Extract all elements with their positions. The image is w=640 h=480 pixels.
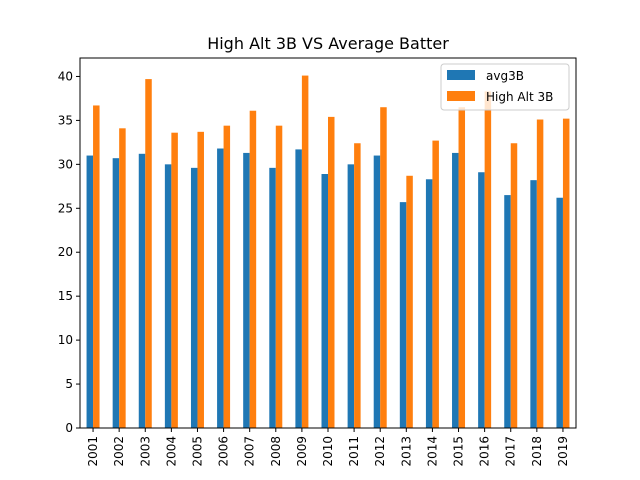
- bar-avg3b-2016: [478, 172, 485, 428]
- bar-avg3b-2007: [243, 152, 250, 429]
- x-tick-label: 2019: [556, 436, 570, 467]
- y-tick-label: 25: [58, 201, 73, 215]
- x-tick-label: 2018: [530, 436, 544, 467]
- bar-avg3b-2001: [86, 155, 94, 429]
- legend-swatch-high-alt-3b: [447, 91, 475, 101]
- x-tick-label: 2007: [243, 436, 257, 467]
- x-tick-label: 2008: [269, 436, 283, 467]
- bar-high-alt-3b-2013: [406, 175, 413, 428]
- bar-high-alt-3b-2006: [223, 125, 231, 429]
- bar-avg3b-2009: [295, 149, 302, 428]
- bar-high-alt-3b-2017: [510, 143, 518, 428]
- x-tick-label: 2017: [504, 436, 518, 467]
- bar-high-alt-3b-2002: [119, 128, 126, 428]
- bar-avg3b-2010: [321, 174, 328, 428]
- bar-high-alt-3b-2005: [197, 131, 204, 428]
- bar-high-alt-3b-2015: [458, 107, 466, 428]
- bar-high-alt-3b-2008: [275, 125, 283, 429]
- x-tick-label: 2013: [399, 436, 413, 467]
- bar-avg3b-2014: [425, 179, 433, 428]
- bar-high-alt-3b-2019: [562, 118, 570, 428]
- bar-avg3b-2019: [556, 197, 563, 428]
- x-tick-label: 2004: [164, 436, 178, 467]
- y-tick-label: 30: [58, 157, 73, 171]
- x-tick-label: 2014: [425, 436, 439, 467]
- bar-avg3b-2011: [347, 164, 355, 428]
- bar-high-alt-3b-2014: [432, 140, 439, 429]
- y-tick-label: 0: [65, 421, 73, 435]
- bar-avg3b-2015: [452, 152, 459, 429]
- y-tick-label: 5: [65, 377, 73, 391]
- x-tick-label: 2016: [478, 436, 492, 467]
- x-axis: 2001 2002 2003 2004 2005 2006 2007 2008 2009 2010…: [86, 428, 570, 467]
- y-tick-label: 40: [58, 69, 73, 83]
- bar-avg3b-2002: [112, 158, 120, 428]
- bar-avg3b-2017: [504, 195, 511, 428]
- legend-label-high-alt-3b: High Alt 3B: [486, 90, 553, 104]
- x-tick-label: 2005: [190, 436, 204, 467]
- y-tick-label: 15: [58, 289, 73, 303]
- y-tick-label: 20: [58, 245, 73, 259]
- bar-high-alt-3b-2001: [93, 105, 100, 429]
- bar-high-alt-3b-2004: [171, 132, 178, 428]
- legend-swatch-avg3B: [447, 70, 475, 80]
- x-tick-label: 2001: [86, 436, 100, 467]
- x-tick-label: 2015: [452, 436, 466, 467]
- y-tick-label: 10: [58, 333, 73, 347]
- bar-avg3b-2013: [399, 202, 407, 428]
- bar-high-alt-3b-2016: [484, 91, 492, 429]
- bar-avg3b-2008: [269, 167, 276, 429]
- bar-high-alt-3b-2012: [380, 107, 387, 428]
- chart-title: High Alt 3B VS Average Batter: [207, 34, 449, 53]
- bars-group: [86, 75, 570, 429]
- x-tick-label: 2011: [347, 436, 361, 467]
- legend: avg3B High Alt 3B: [440, 63, 570, 111]
- x-tick-label: 2003: [138, 436, 152, 467]
- y-tick-label: 35: [58, 113, 73, 127]
- x-tick-label: 2010: [321, 436, 335, 467]
- bar-avg3b-2003: [138, 153, 146, 429]
- x-tick-label: 2009: [295, 436, 309, 467]
- bar-high-alt-3b-2010: [328, 116, 335, 428]
- bar-avg3b-2004: [164, 164, 172, 428]
- bar-high-alt-3b-2011: [354, 143, 361, 428]
- bar-high-alt-3b-2007: [249, 110, 257, 428]
- x-tick-label: 2006: [217, 436, 231, 467]
- bar-avg3b-2018: [530, 180, 537, 428]
- plot-frame: [79, 57, 577, 429]
- bar-high-alt-3b-2003: [145, 79, 152, 428]
- bar-avg3b-2005: [190, 167, 198, 429]
- bar-avg3b-2012: [373, 155, 381, 429]
- bar-avg3b-2006: [217, 148, 224, 428]
- y-axis: 0 5 10 15 20 25 30 35 40: [58, 69, 80, 435]
- bar-high-alt-3b-2009: [301, 75, 309, 428]
- x-tick-label: 2012: [373, 436, 387, 467]
- x-tick-label: 2002: [112, 436, 126, 467]
- legend-label-avg3B: avg3B: [486, 69, 524, 83]
- bar-high-alt-3b-2018: [536, 119, 544, 429]
